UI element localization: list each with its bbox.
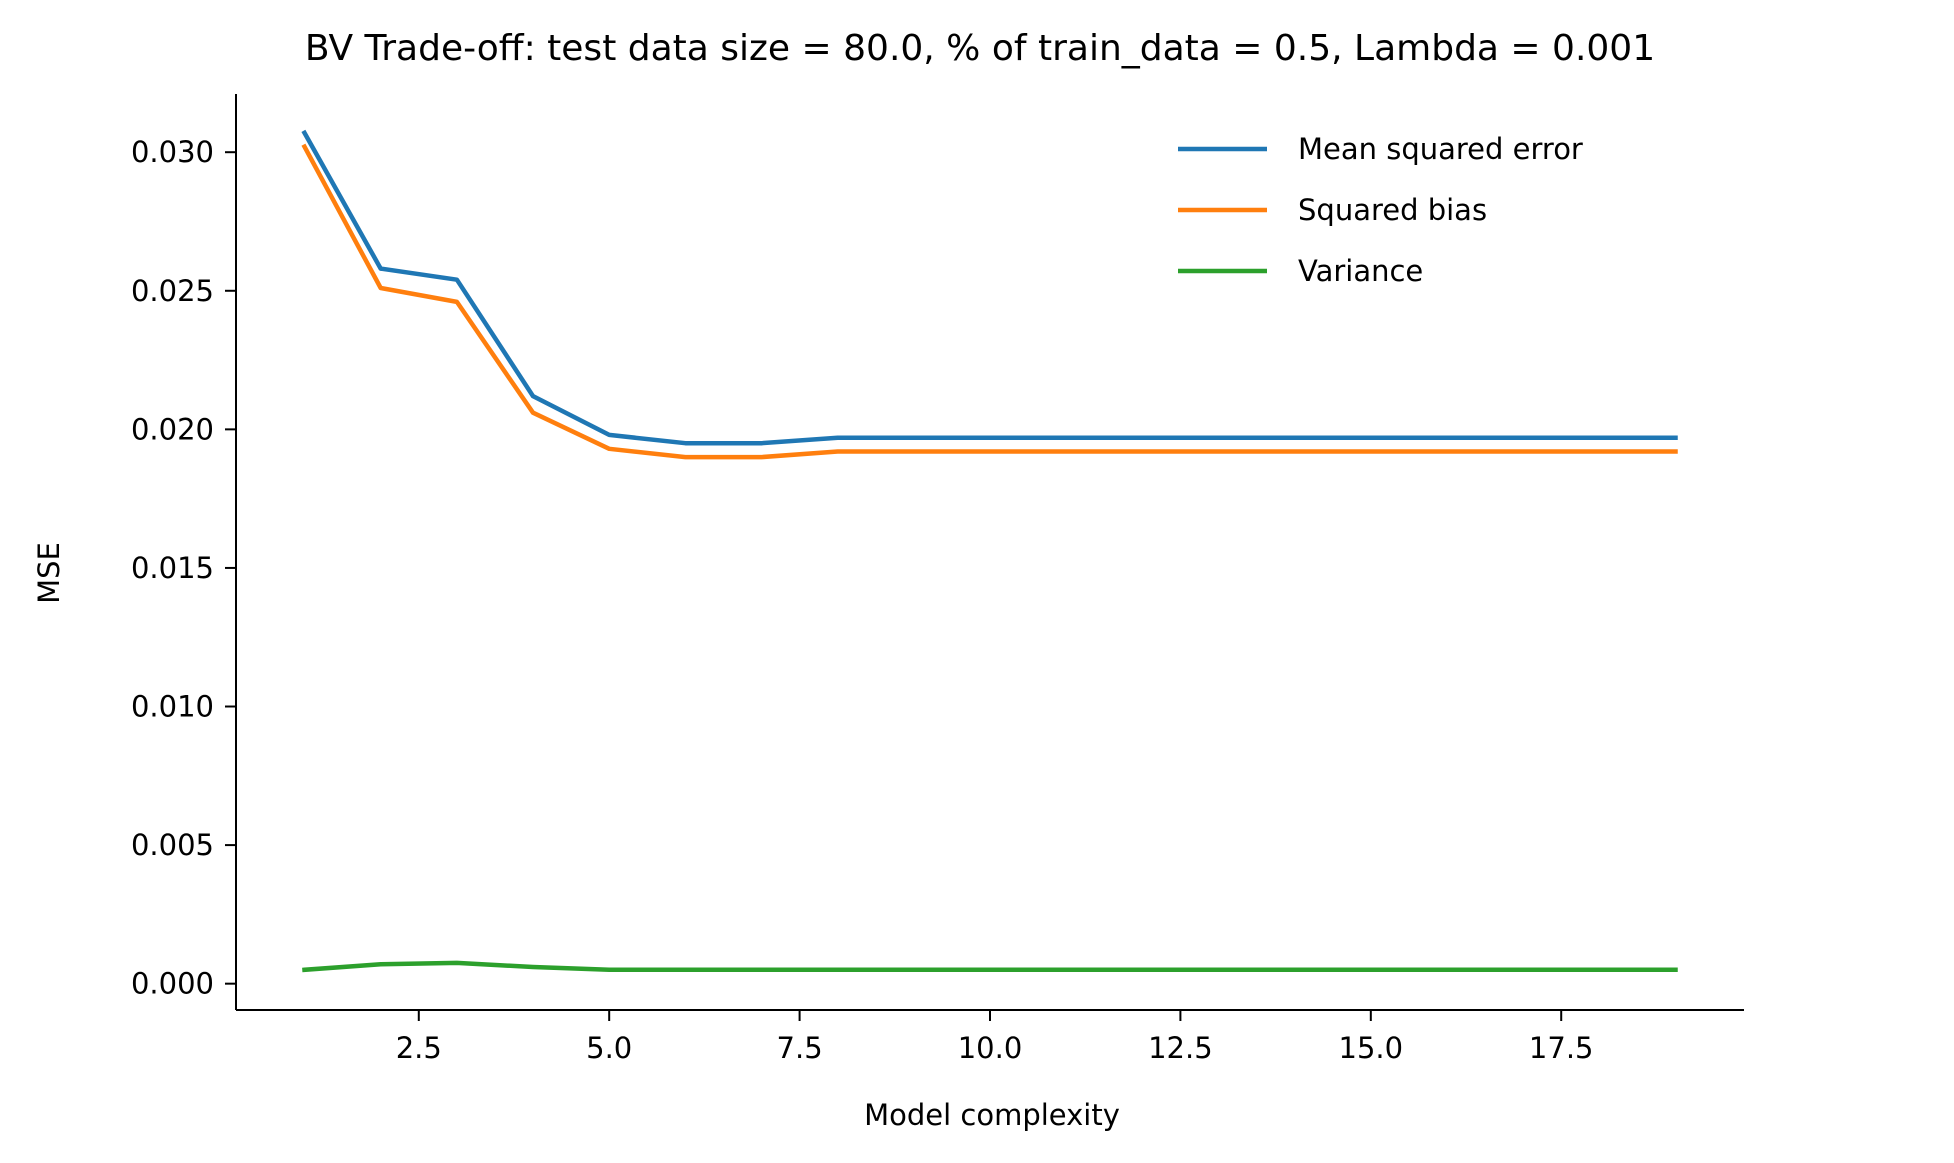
series-line-2: [301, 143, 1678, 460]
legend-label-1: Mean squared error: [1298, 132, 1583, 166]
y-tick-label: 0.030: [131, 135, 214, 169]
y-tick-label: 0.015: [131, 551, 214, 585]
x-tick-label: 15.0: [1339, 1031, 1404, 1065]
x-axis: 2.5 5.0 7.5 10.0 12.5 15.0 17.5: [236, 1009, 1744, 1065]
y-tick-label: 0.000: [131, 967, 214, 1001]
y-tick-label: 0.025: [131, 274, 214, 308]
y-tick-label: 0.010: [131, 690, 214, 724]
chart-title: BV Trade-off: test data size = 80.0, % o…: [305, 28, 1655, 69]
x-tick-label: 5.0: [586, 1031, 632, 1065]
x-tick-label: 12.5: [1148, 1031, 1213, 1065]
y-tick-label: 0.005: [131, 828, 214, 862]
y-axis-label: MSE: [32, 542, 66, 604]
x-tick-label: 17.5: [1529, 1031, 1594, 1065]
x-tick-label: 2.5: [396, 1031, 442, 1065]
x-axis-label: Model complexity: [864, 1098, 1120, 1132]
legend-label-3: Variance: [1298, 254, 1423, 288]
y-axis: 0.000 0.005 0.010 0.015 0.020 0.025 0.030: [131, 94, 237, 1010]
x-tick-label: 10.0: [958, 1031, 1023, 1065]
plot-area: [301, 129, 1678, 973]
legend-label-2: Squared bias: [1298, 193, 1487, 227]
series-line-1: [301, 129, 1678, 446]
x-tick-label: 7.5: [777, 1031, 823, 1065]
legend: Mean squared error Squared bias Variance: [1178, 132, 1583, 288]
series-line-3: [302, 960, 1678, 973]
y-tick-label: 0.020: [131, 412, 214, 446]
